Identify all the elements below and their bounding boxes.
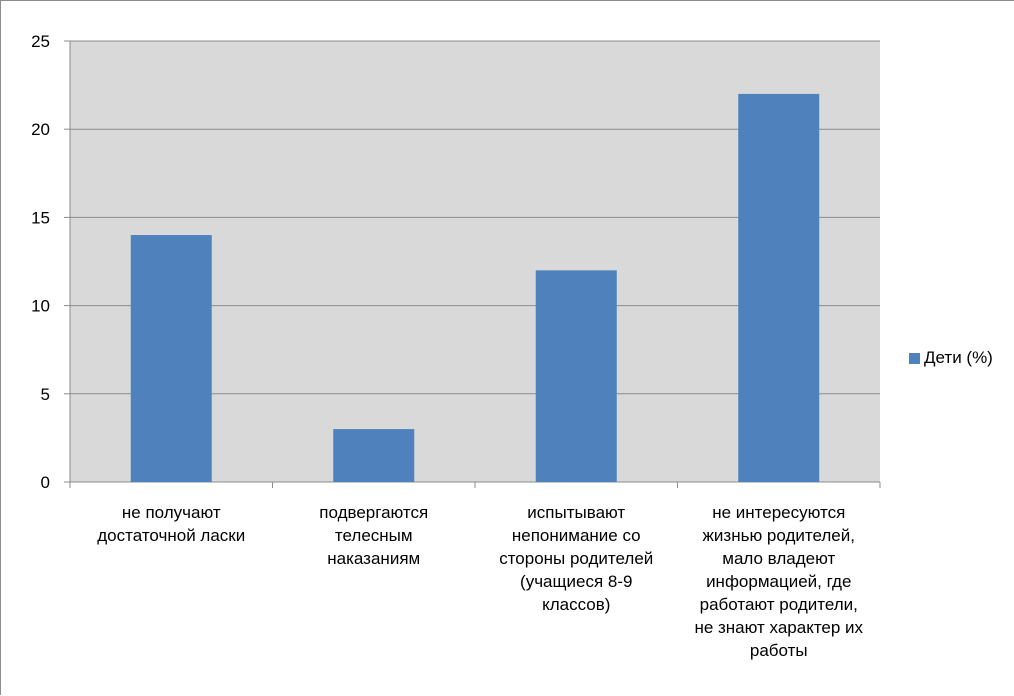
x-tick-label: не интересуются жизнью родителей, мало в… [694, 503, 864, 660]
x-tick-label: испытывают непонимание со стороны родите… [499, 503, 654, 614]
legend-label: Дети (%) [924, 348, 993, 367]
y-tick-label: 20 [31, 120, 50, 139]
x-tick-label: подвергаются телесным наказаниям [319, 503, 429, 568]
bar [130, 235, 212, 482]
y-tick-label: 0 [41, 473, 50, 492]
bar [738, 93, 820, 483]
legend: Дети (%) [909, 348, 993, 368]
y-tick-label: 25 [31, 32, 50, 51]
bar [333, 429, 415, 482]
y-tick-label: 10 [31, 297, 50, 316]
y-tick-label: 5 [41, 385, 50, 404]
y-tick-label: 15 [31, 208, 50, 227]
legend-swatch [909, 352, 920, 364]
x-tick-label: не получают достаточной ласки [97, 503, 246, 545]
bar [535, 270, 617, 482]
